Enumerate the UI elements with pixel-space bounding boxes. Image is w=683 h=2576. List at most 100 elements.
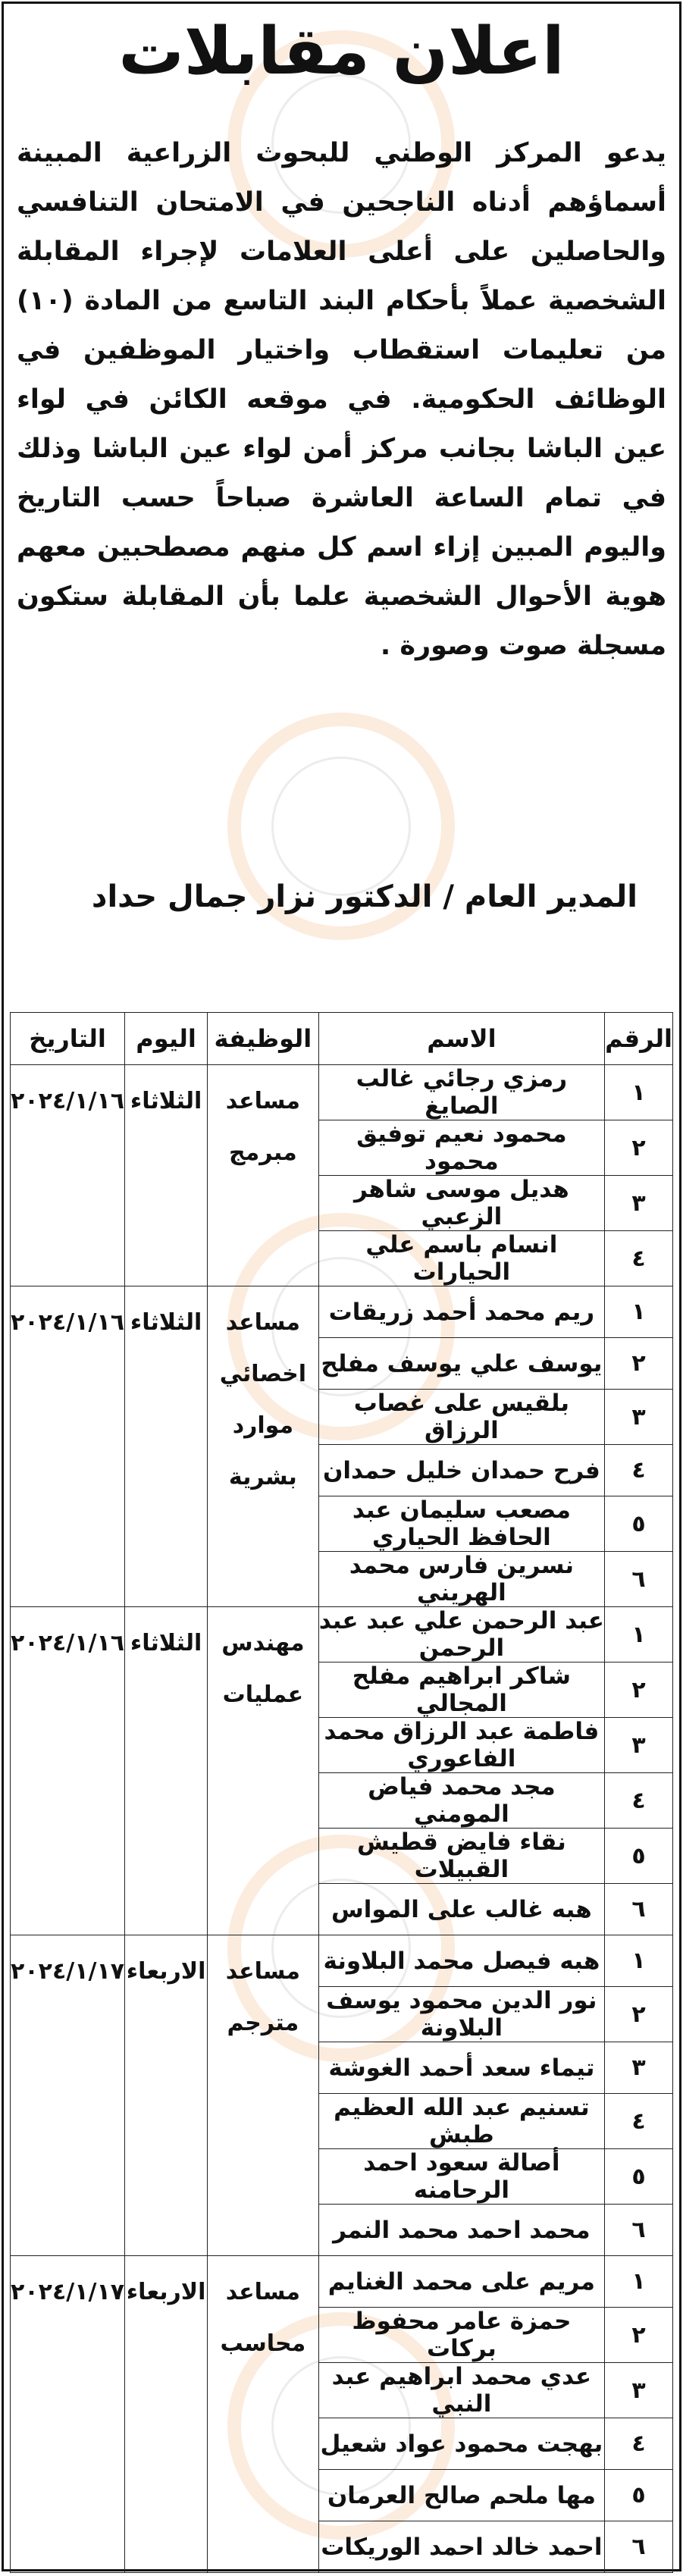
row-number: ٣ xyxy=(604,1389,673,1445)
group-date: ٢٠٢٤/١/١٦ xyxy=(9,1064,126,1286)
row-number: ٦ xyxy=(604,1551,673,1607)
signature: المدير العام / الدكتور نزار جمال حداد xyxy=(91,879,638,914)
candidate-name: بلقيس على غصاب الرزاق xyxy=(318,1389,606,1445)
candidate-name: أصالة سعود احمد الرحامنه xyxy=(318,2148,606,2205)
table-row: ٦ هبه غالب على المواس xyxy=(11,1883,673,1935)
row-number: ٦ xyxy=(604,1883,673,1935)
candidate-name: مريم على محمد الغنايم xyxy=(318,2255,606,2308)
row-number: ١ xyxy=(604,1064,673,1120)
row-number: ١ xyxy=(604,1286,673,1338)
candidate-name: هديل موسى شاهر الزعبي xyxy=(318,1175,606,1231)
group-day: الثلاثاء xyxy=(124,1286,208,1607)
candidate-name: هبه فيصل محمد البلاونة xyxy=(318,1935,606,1987)
candidate-name: هبه غالب على المواس xyxy=(318,1883,606,1935)
header-date: التاريخ xyxy=(9,1012,126,1065)
group-day: الاربعاء xyxy=(124,1935,208,2256)
table-row: ٥ مها ملحم صالح العرمان xyxy=(11,2469,673,2521)
table-row: ٤ تسنيم عبد الله العظيم طبش xyxy=(11,2093,673,2149)
row-number: ١ xyxy=(604,1935,673,1987)
header-job: الوظيفة xyxy=(207,1012,319,1065)
row-number: ٢ xyxy=(604,1337,673,1390)
table-row: ٣ هديل موسى شاهر الزعبي xyxy=(11,1175,673,1231)
row-number: ٣ xyxy=(604,2042,673,2094)
group-job: مساعد محاسب xyxy=(207,2255,319,2573)
candidate-name: احمد خالد احمد الوريكات xyxy=(318,2521,606,2573)
candidates-table: الرقم الاسم الوظيفة اليوم التاريخ ١ رمزي … xyxy=(9,1012,673,2573)
row-number: ٦ xyxy=(604,2521,673,2573)
table-row: ٢ محمود نعيم توفيق محمود xyxy=(11,1120,673,1176)
table-row: ٤ بهجت محمود عواد شعيل xyxy=(11,2418,673,2470)
row-number: ٥ xyxy=(604,2469,673,2521)
candidate-name: عبد الرحمن علي عبد عبد الرحمن xyxy=(318,1606,606,1662)
table-row: ١ عبد الرحمن علي عبد عبد الرحمن مهندس عملي… xyxy=(9,1606,673,1935)
row-number: ٤ xyxy=(604,2093,673,2149)
candidate-name: حمزة عامر محفوظ بركات xyxy=(318,2307,606,2363)
row-number: ٤ xyxy=(604,2418,673,2470)
row-number: ٢ xyxy=(604,1662,673,1718)
table-row: ١ هبه فيصل محمد البلاونة مساعد مترجم الاربع… xyxy=(9,1935,673,2256)
candidate-name: محمد احمد محمد النمر xyxy=(318,2204,606,2256)
table-row: ١ رمزي رجائي غالب الصايغ مساعد مبرمج الثلاث… xyxy=(9,1064,673,1286)
table-row: ٣ تيماء سعد أحمد الغوشة xyxy=(11,2042,673,2094)
row-number: ٥ xyxy=(604,2148,673,2205)
candidate-name: مجد محمد فياض المومني xyxy=(318,1772,606,1829)
group-date: ٢٠٢٤/١/١٦ xyxy=(9,1286,126,1607)
group-job: مهندس عمليات xyxy=(207,1606,319,1935)
group-day: الثلاثاء xyxy=(124,1606,208,1935)
row-number: ٣ xyxy=(604,2362,673,2418)
group-day: الثلاثاء xyxy=(124,1064,208,1286)
group-date: ٢٠٢٤/١/١٦ xyxy=(9,1606,126,1935)
table-row: ١ مريم على محمد الغنايم مساعد محاسب الاربعا… xyxy=(9,2255,673,2573)
candidate-name: نور الدين محمود يوسف البلاونة xyxy=(318,1986,606,2042)
candidate-name: فرح حمدان خليل حمدان xyxy=(318,1444,606,1496)
table-header-row: الرقم الاسم الوظيفة اليوم التاريخ xyxy=(9,1012,673,1065)
table-row: ٢ حمزة عامر محفوظ بركات xyxy=(11,2307,673,2363)
header-day: اليوم xyxy=(124,1012,208,1065)
table-row: ٤ انسام باسم علي الحيارات xyxy=(11,1230,673,1286)
row-number: ٢ xyxy=(604,2307,673,2363)
table-row: ٥ مصعب سليمان عبد الحافظ الحياري xyxy=(11,1496,673,1552)
table-row: ٢ نور الدين محمود يوسف البلاونة xyxy=(11,1986,673,2042)
candidate-name: مها ملحم صالح العرمان xyxy=(318,2469,606,2521)
candidate-name: تسنيم عبد الله العظيم طبش xyxy=(318,2093,606,2149)
row-number: ٣ xyxy=(604,1717,673,1773)
table-row: ٤ مجد محمد فياض المومني xyxy=(11,1772,673,1829)
row-number: ٤ xyxy=(604,1772,673,1829)
candidate-name: يوسف علي يوسف مفلح xyxy=(318,1337,606,1390)
header-number: الرقم xyxy=(604,1012,673,1065)
row-number: ١ xyxy=(604,1606,673,1662)
table-row: ٦ احمد خالد احمد الوريكات xyxy=(11,2521,673,2573)
row-number: ٥ xyxy=(604,1496,673,1552)
header-name: الاسم xyxy=(318,1012,606,1065)
announcement-body: يدعو المركز الوطني للبحوث الزراعية المبي… xyxy=(17,138,666,661)
group-day: الاربعاء xyxy=(124,2255,208,2573)
row-number: ٢ xyxy=(604,1120,673,1176)
table-row: ٦ نسرين فارس محمد الهريني xyxy=(11,1551,673,1607)
row-number: ٤ xyxy=(604,1444,673,1496)
table-row: ٣ بلقيس على غصاب الرزاق xyxy=(11,1389,673,1445)
table-row: ٦ محمد احمد محمد النمر xyxy=(11,2204,673,2256)
candidate-name: بهجت محمود عواد شعيل xyxy=(318,2418,606,2470)
candidate-name: مصعب سليمان عبد الحافظ الحياري xyxy=(318,1496,606,1552)
page-title: اعلان مقابلات xyxy=(118,14,565,89)
row-number: ١ xyxy=(604,2255,673,2308)
candidate-name: انسام باسم علي الحيارات xyxy=(318,1230,606,1286)
candidate-name: نسرين فارس محمد الهريني xyxy=(318,1551,606,1607)
group-date: ٢٠٢٤/١/١٧ xyxy=(9,1935,126,2256)
row-number: ٥ xyxy=(604,1828,673,1884)
table-row: ١ ريم محمد أحمد زريقات مساعد اخصائي موارد … xyxy=(9,1286,673,1607)
candidate-name: رمزي رجائي غالب الصايغ xyxy=(318,1064,606,1120)
group-job: مساعد مترجم xyxy=(207,1935,319,2256)
candidate-name: شاكر ابراهيم مفلح المجالي xyxy=(318,1662,606,1718)
candidate-name: نقاء فايض قطيش القبيلات xyxy=(318,1828,606,1884)
table-row: ٢ يوسف علي يوسف مفلح xyxy=(11,1337,673,1390)
candidate-name: محمود نعيم توفيق محمود xyxy=(318,1120,606,1176)
group-date: ٢٠٢٤/١/١٧ xyxy=(9,2255,126,2573)
candidate-name: عدي محمد ابراهيم عبد النبي xyxy=(318,2362,606,2418)
candidate-name: تيماء سعد أحمد الغوشة xyxy=(318,2042,606,2094)
table-row: ٥ نقاء فايض قطيش القبيلات xyxy=(11,1828,673,1884)
group-job: مساعد اخصائي موارد بشرية xyxy=(207,1286,319,1607)
table-row: ٤ فرح حمدان خليل حمدان xyxy=(11,1444,673,1496)
group-job: مساعد مبرمج xyxy=(207,1064,319,1286)
table-row: ٣ عدي محمد ابراهيم عبد النبي xyxy=(11,2362,673,2418)
